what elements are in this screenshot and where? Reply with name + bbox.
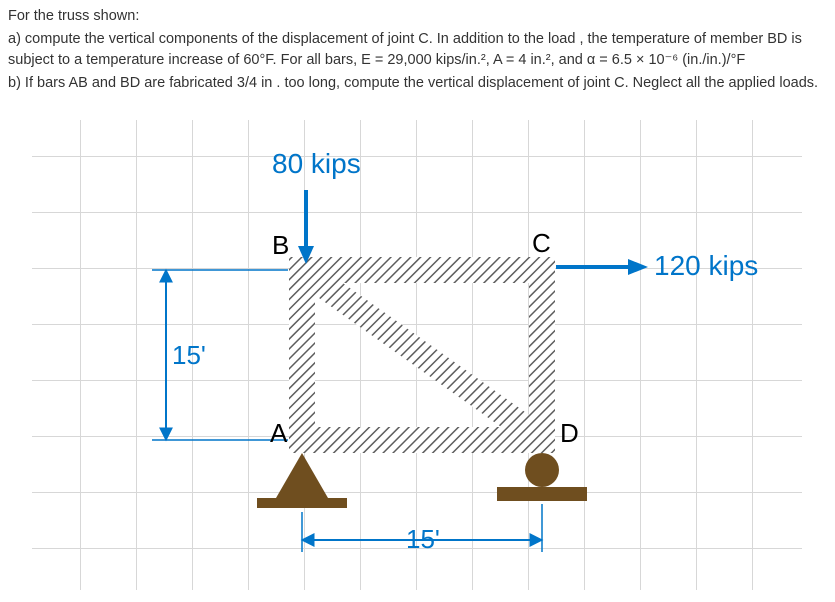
support-pin-A <box>257 453 347 508</box>
truss-svg <box>32 120 802 590</box>
node-label-C: C <box>532 228 551 259</box>
node-label-D: D <box>560 418 579 449</box>
node-label-B: B <box>272 230 289 261</box>
support-roller-D <box>497 453 587 501</box>
dim-label-width: 15' <box>406 524 440 555</box>
member-BD <box>302 270 542 440</box>
truss-members <box>289 270 555 440</box>
force-arrow-C <box>556 259 648 275</box>
truss-diagram: A B C D 80 kips 120 kips 15' 15' <box>32 120 802 590</box>
problem-statement: For the truss shown: a) compute the vert… <box>0 0 835 106</box>
part-a: a) compute the vertical components of th… <box>8 29 827 71</box>
force-label-B: 80 kips <box>272 148 361 180</box>
intro-line: For the truss shown: <box>8 6 827 27</box>
dim-label-height: 15' <box>172 340 206 371</box>
node-label-A: A <box>270 418 287 449</box>
force-arrow-B <box>298 190 314 264</box>
force-label-C: 120 kips <box>654 250 758 282</box>
part-b: b) If bars AB and BD are fabricated 3/4 … <box>8 73 827 94</box>
